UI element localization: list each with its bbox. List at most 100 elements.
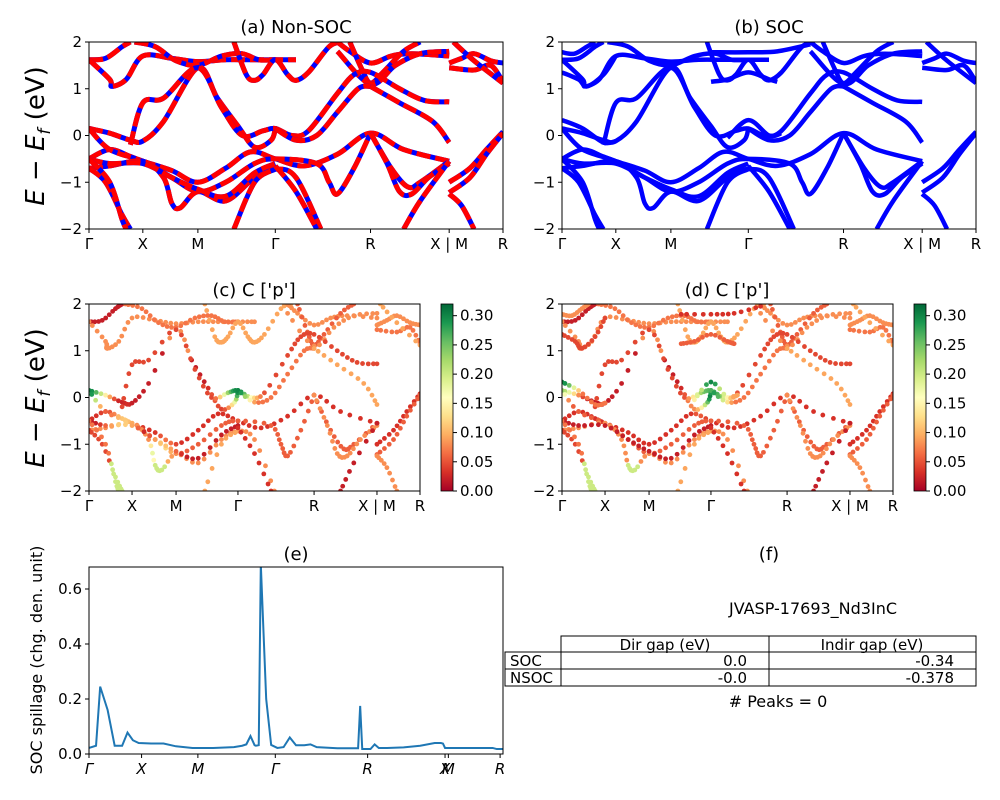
projection-point bbox=[302, 418, 307, 424]
projection-point bbox=[877, 413, 883, 419]
projection-point bbox=[126, 371, 132, 377]
projection-point bbox=[158, 440, 163, 446]
projection-point bbox=[619, 381, 624, 386]
projection-point bbox=[729, 460, 735, 466]
projection-point bbox=[804, 324, 810, 330]
projection-point bbox=[141, 388, 146, 394]
band-line bbox=[841, 132, 924, 198]
panel-d-y-ticks: −2 −1 0 1 2 bbox=[533, 295, 562, 500]
y-tick-label: 2 bbox=[72, 295, 82, 313]
projection-point bbox=[633, 322, 639, 328]
projection-point bbox=[663, 459, 668, 465]
projection-point bbox=[201, 451, 207, 457]
projection-point bbox=[140, 315, 146, 320]
projection-point bbox=[851, 457, 857, 463]
projection-point bbox=[784, 392, 790, 398]
y-tick-label: −2 bbox=[533, 220, 555, 238]
projection-point bbox=[811, 488, 816, 491]
projection-point bbox=[331, 324, 337, 330]
projection-point bbox=[212, 334, 218, 340]
projection-point bbox=[867, 488, 873, 491]
projection-point bbox=[788, 322, 794, 327]
projection-point bbox=[782, 399, 788, 405]
projection-point bbox=[686, 427, 692, 432]
projection-point bbox=[621, 443, 627, 449]
projection-point bbox=[378, 327, 384, 333]
panel-c-ylabel: E − Ef (eV) bbox=[21, 328, 55, 468]
projection-point bbox=[862, 314, 868, 320]
projection-point bbox=[855, 436, 860, 441]
projection-point bbox=[576, 315, 582, 321]
projection-point bbox=[113, 479, 118, 485]
projection-point bbox=[811, 310, 816, 316]
projection-point bbox=[663, 456, 668, 462]
projection-point bbox=[222, 407, 228, 412]
table-row-nsoc-dir-gap: -0.0 bbox=[718, 669, 747, 687]
projection-point bbox=[278, 417, 284, 423]
projection-point bbox=[567, 427, 573, 433]
projection-point bbox=[147, 433, 153, 439]
projection-point bbox=[877, 409, 883, 414]
colorbar-tick-label: 0.15 bbox=[933, 394, 966, 412]
projection-point bbox=[123, 383, 129, 389]
projection-point bbox=[735, 392, 740, 398]
panel-e-ylabel: SOC spillage (chg. den. unit) bbox=[27, 546, 46, 775]
projection-point bbox=[708, 331, 714, 337]
projection-point bbox=[820, 469, 825, 474]
projection-point bbox=[417, 392, 420, 398]
projection-point bbox=[394, 423, 400, 429]
panel-e-frame bbox=[88, 566, 504, 755]
projection-point bbox=[758, 353, 763, 358]
projection-point bbox=[620, 433, 626, 439]
projection-point bbox=[682, 466, 688, 471]
projection-point bbox=[725, 419, 731, 425]
projection-point bbox=[740, 382, 746, 388]
projection-point bbox=[163, 437, 169, 443]
projection-point bbox=[343, 477, 349, 482]
projection-point bbox=[870, 314, 876, 320]
projection-point bbox=[97, 404, 103, 409]
projection-point bbox=[417, 342, 420, 348]
projection-point bbox=[675, 488, 681, 491]
projection-point bbox=[838, 361, 844, 367]
projection-point bbox=[870, 425, 876, 431]
panel-f-title: (f) bbox=[759, 544, 779, 565]
projection-point bbox=[228, 426, 234, 432]
projection-point bbox=[317, 342, 322, 348]
projection-point bbox=[725, 425, 731, 430]
projection-point bbox=[261, 420, 267, 426]
peaks-count: # Peaks = 0 bbox=[729, 692, 828, 711]
table-row-soc-indir-gap: -0.34 bbox=[915, 652, 954, 670]
projection-point bbox=[680, 445, 686, 451]
x-tick-label: R bbox=[309, 497, 319, 515]
projection-point bbox=[201, 379, 207, 385]
projection-point bbox=[152, 430, 158, 435]
projection-point bbox=[394, 329, 400, 335]
projection-point bbox=[342, 307, 347, 313]
projection-point bbox=[619, 357, 624, 363]
panel-e-title: (e) bbox=[283, 544, 308, 565]
projection-point bbox=[243, 418, 249, 424]
projection-point bbox=[796, 419, 802, 425]
panel-e-x-ticks: Γ X M Γ R XM R bbox=[85, 754, 505, 778]
projection-point bbox=[200, 423, 206, 429]
projection-point bbox=[311, 331, 317, 337]
projection-point bbox=[678, 479, 684, 485]
projection-point bbox=[411, 401, 417, 407]
projection-point bbox=[225, 319, 231, 325]
projection-point bbox=[854, 461, 860, 467]
projection-point bbox=[686, 396, 692, 401]
projection-point bbox=[164, 324, 170, 329]
x-tick-label: X | M bbox=[903, 235, 941, 253]
projection-point bbox=[285, 371, 290, 377]
projection-point bbox=[807, 348, 813, 354]
projection-point bbox=[565, 319, 571, 325]
projection-point bbox=[725, 319, 730, 325]
projection-point bbox=[737, 397, 743, 403]
projection-point bbox=[397, 425, 403, 431]
projection-point bbox=[291, 308, 297, 314]
projection-point bbox=[571, 385, 577, 391]
projection-point bbox=[202, 488, 208, 491]
projection-point bbox=[259, 335, 264, 341]
projection-point bbox=[589, 338, 595, 343]
